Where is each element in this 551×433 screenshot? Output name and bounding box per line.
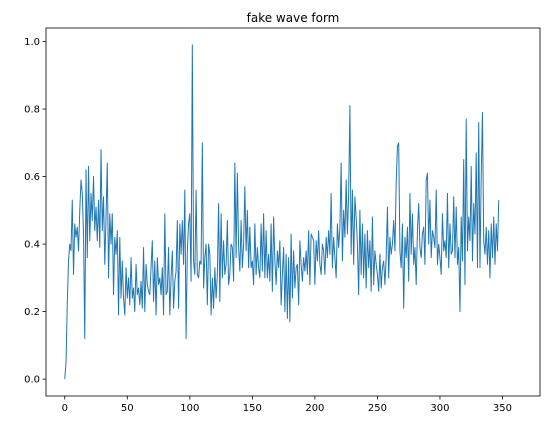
x-tick-label: 150 bbox=[243, 403, 262, 414]
series-line-0 bbox=[64, 44, 500, 380]
x-tick-label: 0 bbox=[62, 403, 68, 414]
y-tick-label: 1.0 bbox=[24, 37, 40, 48]
x-tick-label: 100 bbox=[180, 403, 199, 414]
y-tick-label: 0.0 bbox=[24, 375, 40, 386]
x-tick-label: 250 bbox=[368, 403, 387, 414]
axes bbox=[45, 27, 541, 397]
x-tick-label: 300 bbox=[430, 403, 449, 414]
x-tick-label: 50 bbox=[121, 403, 134, 414]
y-tick-label: 0.4 bbox=[24, 240, 40, 251]
chart-title: fake wave form bbox=[247, 11, 340, 25]
plot-frame bbox=[45, 27, 541, 397]
ticks: 0 50 100 150 200 250 300 350 0.0 0.2 0.4 0.6 0.8 1.0 bbox=[24, 37, 512, 414]
x-tick-label: 350 bbox=[493, 403, 512, 414]
x-tick-label: 200 bbox=[305, 403, 324, 414]
y-tick-label: 0.8 bbox=[24, 105, 40, 116]
y-tick-label: 0.2 bbox=[24, 307, 40, 318]
y-tick-label: 0.6 bbox=[24, 172, 40, 183]
series-layer bbox=[64, 44, 500, 380]
